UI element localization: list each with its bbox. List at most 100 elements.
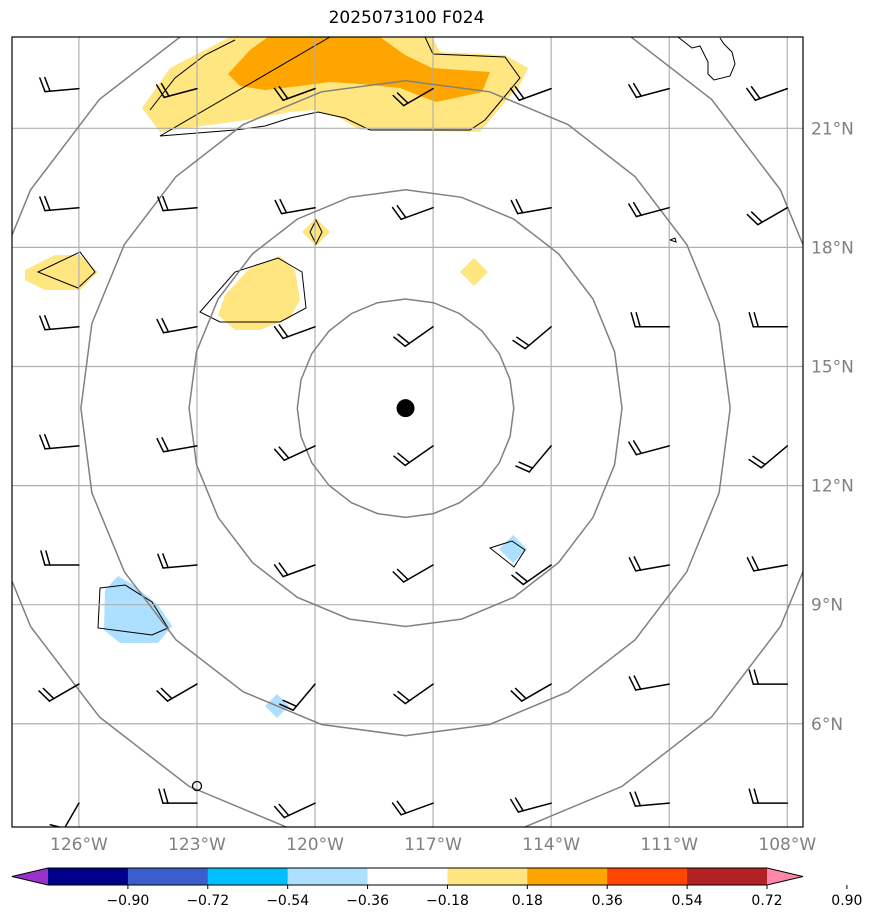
range-ring (80, 79, 731, 737)
wind-barb (510, 683, 552, 702)
wind-barb (393, 445, 434, 467)
latitude-label: 12°N (811, 477, 854, 497)
wind-barb (628, 201, 670, 218)
wind-barb (391, 800, 434, 816)
wind-barb (746, 206, 789, 226)
latitude-label: 6°N (811, 715, 843, 735)
colorbar-extend-low (12, 868, 48, 885)
positive-anomaly-area-west (25, 255, 98, 290)
longitude-label: 126°W (50, 835, 108, 855)
wind-barb (512, 326, 552, 350)
wind-barb (39, 434, 80, 450)
wind-barb (393, 326, 434, 348)
negative-anomaly-spot-1 (499, 535, 527, 563)
longitude-labels: 126°W 123°W 120°W 117°W 114°W 111°W 108°W (50, 835, 816, 855)
wind-barb (156, 317, 198, 334)
thin-contours (36, 37, 736, 636)
wind-barb (393, 683, 434, 705)
wind-barb (39, 76, 80, 93)
storm-center-marker (396, 399, 415, 418)
wind-barb (510, 797, 552, 813)
wind-barb (279, 683, 316, 711)
wind-barb (515, 445, 552, 473)
wind-barb (628, 556, 670, 572)
wind-barb (509, 85, 552, 101)
positive-anomaly-spot-1 (302, 218, 330, 246)
wind-barb (38, 683, 80, 702)
colorbar-segment (207, 868, 289, 885)
wind-barb (273, 802, 316, 819)
positive-anomaly-spot-2 (460, 258, 488, 286)
colorbar-tick-label: −0.54 (266, 893, 309, 909)
wind-barb (510, 198, 552, 215)
range-ring (296, 298, 515, 519)
calm-wind-circle (191, 780, 203, 792)
colorbar-segment (687, 868, 768, 885)
colorbar-tick-label: 0.18 (512, 893, 543, 909)
wind-barb (157, 195, 198, 212)
latitude-labels: 6°N 9°N 12°N 15°N 18°N 21°N (811, 119, 854, 734)
wind-barb (273, 445, 316, 462)
wind-barb (748, 669, 789, 685)
wind-barbs (38, 76, 789, 827)
wind-barb (391, 205, 434, 221)
colorbar-segment (607, 868, 688, 885)
wind-barb (273, 562, 316, 578)
longitude-label: 114°W (522, 835, 580, 855)
wind-barb (40, 550, 80, 566)
colorbar-extend-high (767, 868, 803, 885)
positive-anomaly-area-center-left (218, 256, 300, 330)
strong-anomaly-area-north (228, 37, 490, 102)
range-ring (188, 189, 623, 628)
wind-barb (628, 675, 670, 691)
latitude-label: 9°N (811, 596, 843, 616)
colorbar-tick-label: 0.90 (831, 893, 862, 909)
longitude-label: 123°W (168, 835, 226, 855)
wind-barb (746, 85, 789, 101)
colorbar-tick-label: −0.36 (346, 893, 389, 909)
latitude-label: 15°N (811, 357, 854, 377)
wind-barb (748, 445, 789, 469)
colorbar-segment (527, 868, 608, 885)
range-rings (12, 37, 803, 827)
wind-barb (39, 314, 80, 331)
colorbar-tick-label: 0.36 (592, 893, 623, 909)
wind-barb (273, 85, 316, 101)
longitude-label: 120°W (286, 835, 344, 855)
wind-barb (748, 788, 789, 804)
wind-barb (39, 195, 80, 212)
shaded-field (25, 37, 528, 718)
colorbar-segment (287, 868, 369, 885)
wind-barb (49, 802, 80, 827)
colorbar-tick-label: −0.90 (106, 893, 149, 909)
wind-barb (748, 312, 789, 328)
colorbar: −0.90 −0.72 −0.54 −0.36 −0.18 0.18 0.36 0.54 0.7… (11, 867, 862, 909)
wind-barb (511, 564, 552, 586)
map-title: 2025073100 F024 (328, 8, 485, 28)
longitude-label: 117°W (404, 835, 462, 855)
colorbar-segment (367, 868, 449, 885)
colorbar-tick-label: 0.54 (672, 893, 703, 909)
colorbar-tick-label: −0.18 (426, 893, 469, 909)
colorbar-outline (11, 867, 804, 886)
longitude-label: 111°W (640, 835, 698, 855)
latitude-label: 21°N (811, 119, 854, 139)
wind-barb (157, 553, 198, 569)
colorbar-tick-label: 0.72 (751, 893, 782, 909)
longitude-label: 108°W (758, 835, 816, 855)
gridlines (12, 37, 803, 827)
wind-barb (158, 788, 198, 804)
wind-barb (156, 437, 198, 453)
wind-barb (392, 564, 434, 583)
colorbar-segment (127, 868, 209, 885)
wind-barb (155, 82, 198, 99)
wind-barb (629, 791, 670, 807)
wind-barb (746, 556, 789, 572)
wind-barb (392, 87, 434, 107)
colorbar-segment (447, 868, 528, 885)
wind-barb (628, 440, 670, 456)
range-ring (12, 37, 803, 827)
positive-anomaly-area-north (142, 37, 528, 132)
latitude-label: 18°N (811, 238, 854, 258)
